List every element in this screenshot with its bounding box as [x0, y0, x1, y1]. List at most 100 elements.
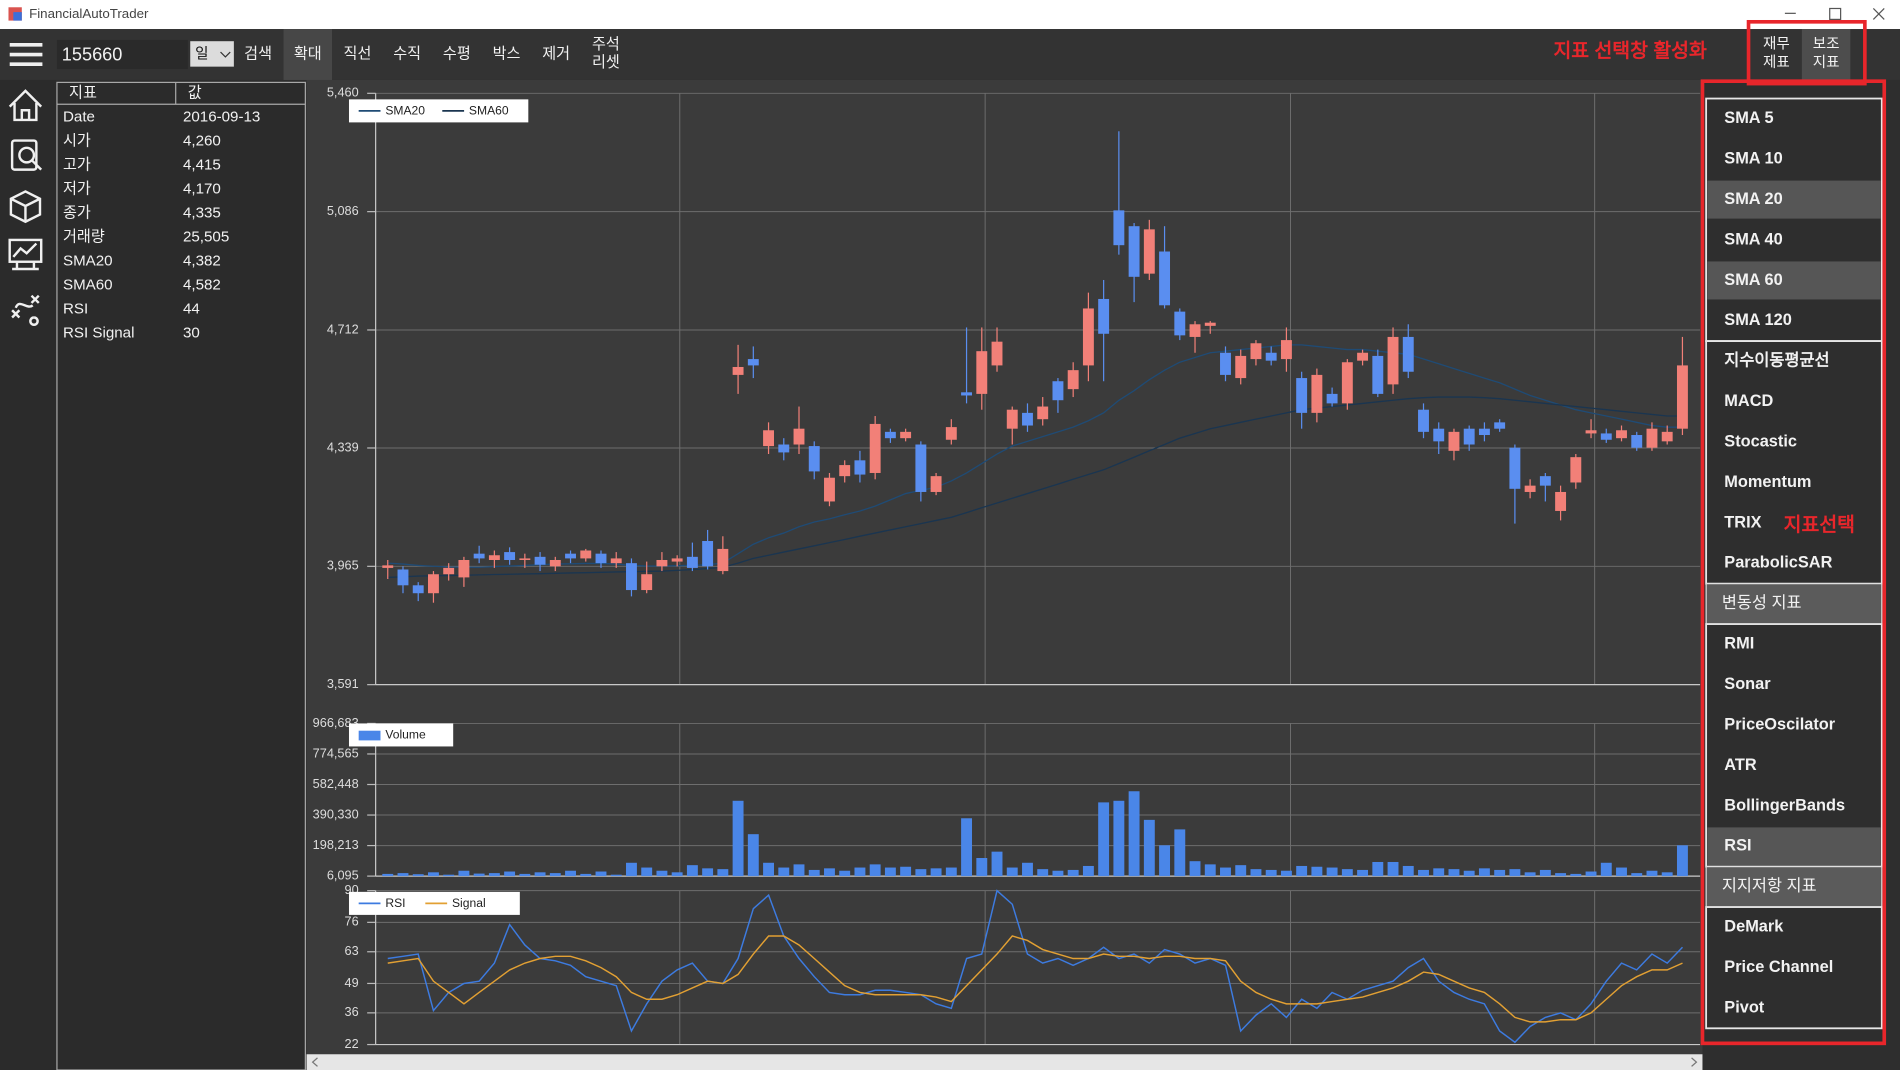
table-cell: 2016-09-13 [183, 109, 260, 126]
table-cell: 종가 [63, 205, 91, 222]
home-icon[interactable] [8, 89, 43, 122]
volume-bar [1402, 865, 1414, 877]
volume-bar [1128, 791, 1140, 877]
volume-bar [1341, 869, 1353, 877]
table-cell: 4,582 [183, 276, 221, 293]
scrollbar[interactable] [306, 1054, 1703, 1070]
legend-label: SMA60 [469, 104, 509, 118]
menu-item[interactable]: Stocastic [1724, 432, 1797, 450]
y-tick-label: 582,448 [313, 776, 359, 791]
candle-body [1387, 336, 1399, 385]
menu-section-title: 지지저항 지표 [1722, 877, 1817, 895]
volume-bar [1067, 869, 1079, 877]
strategy-icon[interactable] [11, 294, 40, 326]
chart-icon[interactable] [8, 238, 43, 271]
candle-body [763, 430, 774, 447]
candle-body [717, 548, 729, 572]
panel-button[interactable]: 제표 [1763, 54, 1790, 71]
toolbar-button[interactable]: 검색 [244, 46, 272, 63]
volume-bar [427, 872, 439, 877]
menu-item[interactable]: TRIX [1724, 513, 1761, 531]
menu-item[interactable]: SMA 10 [1724, 149, 1782, 167]
menu-item[interactable]: ParabolicSAR [1724, 554, 1832, 572]
menu-item[interactable]: RSI [1724, 837, 1751, 855]
menu-item[interactable]: SMA 40 [1724, 230, 1782, 248]
volume-bar [1235, 865, 1247, 877]
volume-bar [961, 818, 973, 877]
volume-bar [443, 874, 455, 877]
menu-item[interactable]: SMA 5 [1724, 109, 1773, 127]
menu-item-selected [1707, 180, 1881, 219]
panel-button[interactable]: 지표 [1813, 54, 1840, 71]
table-header: 값 [188, 84, 202, 101]
y-tick-label: 63 [345, 943, 359, 958]
candle-body [839, 465, 851, 477]
candle-body [519, 558, 531, 560]
menu-item[interactable]: MACD [1724, 392, 1773, 410]
candle-body [549, 559, 561, 567]
candle-body [747, 359, 759, 366]
close-button[interactable] [1872, 8, 1885, 20]
volume-bar [1433, 868, 1445, 877]
app-icon-part [13, 12, 22, 21]
candle-body [1098, 298, 1110, 334]
reset-button[interactable]: 주석 [592, 36, 620, 53]
menu-item[interactable]: BollingerBands [1724, 796, 1845, 814]
candle-body [443, 567, 455, 575]
panel-button[interactable]: 보조 [1813, 37, 1840, 53]
volume-bar [1585, 871, 1597, 877]
candle-body [1037, 406, 1049, 420]
scroll-arrows[interactable] [311, 1057, 1698, 1067]
menu-item[interactable]: Price Channel [1724, 958, 1833, 976]
menu-item[interactable]: Momentum [1724, 473, 1811, 491]
menu-item[interactable]: PriceOscilator [1724, 715, 1835, 733]
toolbar-button[interactable]: 제거 [542, 46, 570, 63]
candle-body [1616, 430, 1627, 439]
period-select[interactable] [190, 41, 234, 67]
volume-bar [1113, 800, 1125, 877]
maximize-button[interactable] [1829, 7, 1842, 20]
volume-bar [565, 870, 576, 877]
candle-body [1448, 431, 1460, 451]
toolbar-button[interactable]: 수평 [443, 46, 471, 63]
menu-toggle[interactable] [9, 43, 43, 67]
volume-bar [580, 873, 592, 877]
menu-item[interactable]: ATR [1724, 756, 1757, 774]
menu-item[interactable]: Pivot [1724, 998, 1765, 1016]
menu-item-selected [1707, 827, 1881, 866]
cube-icon[interactable] [9, 190, 42, 224]
volume-bar [1098, 802, 1110, 877]
menu-item[interactable]: DeMark [1724, 918, 1784, 936]
toolbar-button[interactable]: 직선 [344, 46, 372, 63]
candle-body [869, 423, 881, 473]
volume-bar [763, 862, 774, 877]
candle-body [1006, 409, 1018, 429]
menu-item[interactable]: SMA 20 [1724, 190, 1782, 208]
candle-body [504, 552, 516, 560]
menu-item[interactable]: SMA 120 [1724, 311, 1792, 329]
menu-item[interactable]: SMA 60 [1724, 271, 1782, 289]
symbol-input[interactable] [56, 39, 188, 70]
volume-bar [1037, 869, 1049, 877]
candle-body [1570, 457, 1582, 483]
menu-item[interactable]: Sonar [1724, 675, 1771, 693]
candle-body [884, 431, 896, 439]
reset-button[interactable]: 리셋 [592, 54, 620, 71]
candle-body [1555, 491, 1567, 511]
candle-body [382, 565, 394, 568]
panel-button[interactable]: 재무 [1763, 36, 1790, 53]
search-icon[interactable] [10, 139, 43, 171]
toolbar-button[interactable]: 수직 [393, 46, 421, 63]
toolbar-button[interactable]: 박스 [493, 46, 521, 63]
menu-item[interactable]: 지수이동평균선 [1724, 352, 1829, 370]
table-cell: 시가 [63, 133, 91, 150]
candle-body [915, 444, 927, 492]
menu-item[interactable]: RMI [1724, 635, 1754, 653]
toolbar-button[interactable]: 확대 [294, 46, 322, 63]
volume-bar [1646, 870, 1658, 877]
candle-body [1341, 362, 1353, 404]
y-tick-label: 5,086 [327, 203, 359, 218]
volume-bar [1204, 864, 1216, 877]
volume-bar [488, 873, 500, 877]
